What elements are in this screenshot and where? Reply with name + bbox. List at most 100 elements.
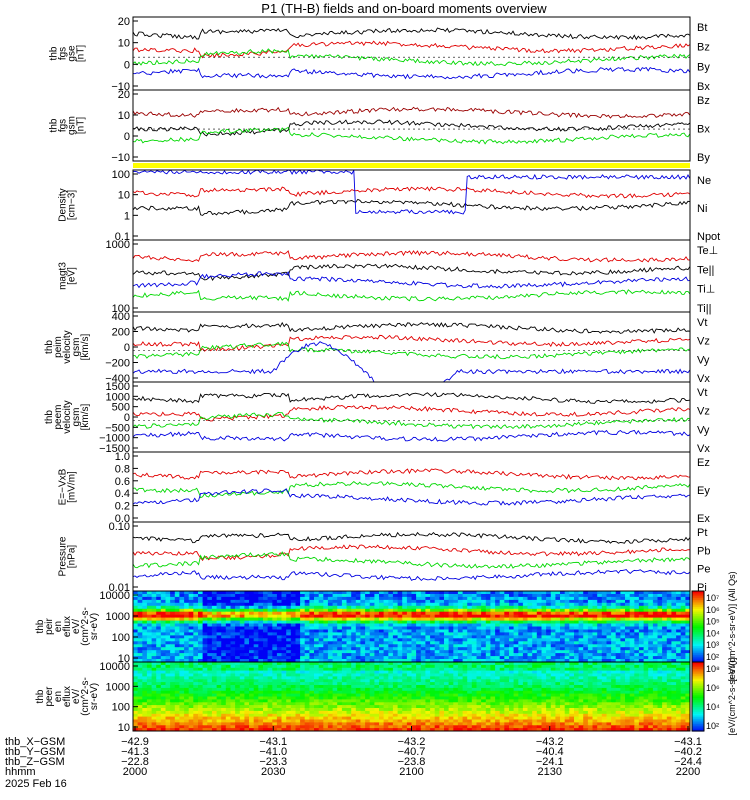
- spectrogram-cell: [490, 614, 496, 619]
- spectrogram-cell: [272, 682, 278, 686]
- spectrogram-cell: [304, 673, 310, 677]
- spectrogram-cell: [263, 602, 269, 607]
- spectrogram-cell: [439, 687, 445, 692]
- spectrogram-cell: [374, 608, 380, 613]
- spectrogram-cell: [263, 662, 269, 666]
- spectrogram-cell: [360, 596, 366, 601]
- spectrogram-cell: [485, 605, 491, 610]
- spectrogram-cell: [184, 641, 190, 645]
- spectrogram-cell: [430, 605, 436, 610]
- spectrogram-cell: [332, 638, 338, 642]
- spectrogram-cell: [583, 679, 589, 683]
- spectrogram-cell: [541, 673, 547, 677]
- spectrogram-cell: [388, 611, 394, 616]
- spectrogram-cell: [411, 629, 417, 634]
- spectrogram-cell: [615, 623, 621, 628]
- spectrogram-cell: [546, 650, 552, 654]
- spectrogram-cell: [392, 685, 399, 689]
- spectrogram-cell: [601, 641, 607, 645]
- spectrogram-cell: [151, 659, 157, 662]
- spectrogram-cell: [504, 596, 510, 601]
- spectrogram-cell: [532, 644, 538, 648]
- spectrogram-cell: [332, 599, 338, 604]
- spectrogram-cell: [615, 662, 621, 666]
- spectrogram-cell: [583, 626, 589, 631]
- spectrogram-cell: [156, 602, 162, 607]
- spectrogram-cell: [281, 673, 287, 677]
- spectrogram-cell: [360, 626, 366, 631]
- spectrogram-cell: [184, 596, 190, 601]
- spectrogram-cell: [244, 667, 250, 672]
- spectrogram-cell: [360, 662, 366, 666]
- spectrogram-cell: [300, 638, 306, 642]
- spectrogram-cell: [583, 656, 589, 660]
- spectrogram-cell: [574, 599, 580, 604]
- spectrogram-cell: [676, 591, 682, 595]
- spectrogram-cell: [351, 626, 357, 631]
- spectrogram-cell: [235, 623, 241, 628]
- spectrogram-cell: [295, 650, 301, 654]
- spectrogram-cell: [583, 699, 589, 703]
- spectrogram-cell: [249, 638, 255, 642]
- y-axis-label: thb: [44, 340, 55, 354]
- spectrogram-cell: [300, 656, 306, 660]
- spectrogram-cell: [513, 685, 519, 689]
- spectrogram-cell: [448, 608, 454, 613]
- spectrogram-cell: [592, 687, 598, 692]
- spectrogram-cell: [509, 632, 515, 636]
- y-tick-label: 0.01: [109, 582, 130, 594]
- spectrogram-cell: [666, 602, 672, 607]
- spectrogram-cell: [355, 644, 361, 648]
- spectrogram-cell: [249, 635, 255, 639]
- spectrogram-cell: [374, 605, 380, 610]
- spectrogram-cell: [221, 605, 227, 610]
- spectrogram-cell: [165, 620, 171, 625]
- spectrogram-cell: [671, 676, 677, 680]
- spectrogram-cell: [536, 614, 542, 619]
- spectrogram-cell: [276, 670, 283, 675]
- spectrogram-cell: [249, 693, 255, 698]
- spectrogram-cell: [351, 591, 357, 595]
- spectrogram-cell: [216, 605, 222, 610]
- spectrogram-cell: [490, 599, 496, 604]
- spectrogram-cell: [365, 620, 371, 625]
- spectrogram-cell: [402, 611, 408, 616]
- spectrogram-cell: [290, 635, 296, 639]
- spectrogram-cell: [188, 614, 194, 619]
- spectrogram-cell: [634, 667, 640, 672]
- spectrogram-cell: [406, 679, 413, 683]
- spectrogram-cell: [276, 644, 283, 648]
- spectrogram-cell: [146, 638, 153, 642]
- spectrogram-cell: [202, 644, 208, 648]
- spectrogram-cell: [471, 638, 477, 642]
- spectrogram-cell: [198, 650, 204, 654]
- spectrogram-cell: [286, 641, 292, 645]
- spectrogram-cell: [434, 644, 440, 648]
- spectrogram-cell: [574, 617, 580, 622]
- spectrogram-cell: [476, 693, 482, 698]
- spectrogram-cell: [267, 699, 273, 703]
- spectrogram-cell: [430, 650, 436, 654]
- spectrogram-cell: [550, 591, 556, 595]
- spectrogram-cell: [420, 614, 426, 619]
- spectrogram-cell: [499, 623, 505, 628]
- spectrogram-cell: [643, 656, 649, 660]
- spectrogram-cell: [383, 626, 389, 631]
- spectrogram-cell: [439, 596, 445, 601]
- spectrogram-cell: [392, 673, 399, 677]
- spectrogram-cell: [314, 605, 320, 610]
- spectrogram-cell: [420, 623, 426, 628]
- spectrogram-cell: [193, 664, 199, 669]
- spectrogram-cell: [281, 667, 287, 672]
- spectrogram-cell: [133, 690, 139, 695]
- spectrogram-cell: [587, 673, 594, 677]
- spectrogram-cell: [592, 662, 598, 666]
- spectrogram-cell: [629, 693, 635, 698]
- spectrogram-cell: [365, 693, 371, 698]
- spectrogram-cell: [300, 602, 306, 607]
- spectrogram-cell: [513, 673, 519, 677]
- spectrogram-cell: [341, 667, 348, 672]
- spectrogram-cell: [657, 641, 663, 645]
- spectrogram-cell: [546, 682, 552, 686]
- spectrogram-cell: [532, 699, 538, 703]
